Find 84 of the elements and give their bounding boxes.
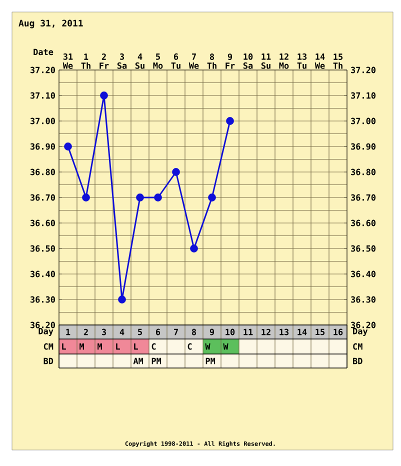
point bbox=[172, 168, 180, 176]
x-tick-label: 9 bbox=[210, 328, 214, 336]
point bbox=[64, 142, 72, 150]
x-tick-label: 11 bbox=[244, 328, 253, 336]
y-tick-label: 36.70 bbox=[30, 194, 55, 201]
y2-tick-label: 37.00 bbox=[351, 118, 376, 124]
point bbox=[154, 194, 162, 202]
point bbox=[190, 244, 198, 252]
chart-title: Aug 31, 2011 bbox=[18, 20, 83, 28]
text: C bbox=[188, 343, 192, 350]
y2-tick-label: 37.10 bbox=[351, 92, 376, 99]
x-tick-label: 9 Fr bbox=[226, 54, 235, 69]
category-label: CM bbox=[353, 343, 362, 350]
y2-tick-label: 37.20 bbox=[351, 66, 376, 74]
x-tick-label: 5 Mo bbox=[153, 54, 163, 69]
x-tick-label: 7 We bbox=[188, 54, 199, 69]
x-tick-label: 12 bbox=[262, 328, 270, 336]
x-tick-label: 7 bbox=[174, 328, 178, 336]
x-tick-label: 4 bbox=[120, 328, 124, 336]
x-tick-label: 14 We bbox=[314, 54, 325, 69]
y2-tick-label: 36.20 bbox=[351, 322, 376, 328]
x-tick-label: 12 Mo bbox=[279, 53, 289, 69]
y2-tick-label: 36.90 bbox=[351, 143, 376, 150]
y-tick-label: 36.60 bbox=[30, 220, 55, 226]
x-tick-label: 1 bbox=[66, 328, 70, 336]
y2-tick-label: 36.60 bbox=[351, 220, 376, 226]
point bbox=[208, 194, 216, 202]
text: L bbox=[134, 343, 138, 350]
x-tick-label: 3 Sa bbox=[117, 53, 127, 69]
text: W bbox=[205, 343, 210, 350]
y-tick-label: 36.20 bbox=[30, 322, 55, 328]
x-tick-label: 13 bbox=[280, 328, 289, 336]
x-tick-label: 31 We bbox=[62, 53, 73, 69]
x-axis-title: Day bbox=[38, 328, 54, 336]
x-tick-label: 1 Th bbox=[81, 54, 90, 69]
y-tick-label: 36.40 bbox=[30, 270, 55, 278]
x-tick-label: 15 Th bbox=[333, 54, 343, 69]
x-tick-label: 5 bbox=[138, 328, 142, 336]
y-tick-label: BD bbox=[44, 358, 54, 364]
category-label: BD bbox=[353, 358, 362, 364]
y2-tick-label: 36.30 bbox=[351, 296, 376, 303]
point bbox=[136, 194, 144, 202]
x-tick-label: 2 Fr bbox=[100, 54, 109, 69]
y-tick-label: 37.10 bbox=[30, 92, 55, 99]
text: Day bbox=[353, 328, 368, 336]
text: AM bbox=[133, 358, 144, 364]
y2-tick-label: 36.80 bbox=[351, 168, 376, 176]
y-tick-label: CM bbox=[44, 343, 54, 350]
x-tick-label: 4 Su bbox=[135, 54, 144, 69]
text: W bbox=[223, 343, 228, 350]
text: L bbox=[62, 343, 66, 350]
x-tick-label: 16 bbox=[334, 328, 343, 336]
x-tick-label: 6 bbox=[156, 328, 160, 336]
y2-tick-label: 36.70 bbox=[351, 194, 376, 201]
text: M bbox=[80, 343, 84, 350]
text: PM bbox=[206, 358, 216, 364]
text: M bbox=[98, 343, 102, 350]
x-tick-label: 10 bbox=[226, 328, 235, 336]
x-tick-label: 10 Sa bbox=[243, 53, 253, 69]
x-axis-title: Date bbox=[34, 48, 54, 56]
text: PM bbox=[152, 358, 162, 364]
point bbox=[226, 117, 234, 125]
x-tick-label: 11 Su bbox=[261, 54, 271, 69]
text: C bbox=[152, 343, 156, 350]
x-tick-label: 3 bbox=[102, 328, 106, 336]
x-tick-label: 14 bbox=[298, 328, 307, 336]
y-tick-label: 36.90 bbox=[30, 143, 55, 150]
text: L bbox=[116, 343, 120, 350]
y-tick-label: 36.80 bbox=[30, 168, 55, 176]
x-tick-label: 6 Tu bbox=[171, 53, 180, 69]
x-tick-label: 2 bbox=[84, 328, 88, 336]
point bbox=[100, 92, 108, 100]
y-tick-label: 37.00 bbox=[30, 118, 55, 124]
y-tick-label: 36.50 bbox=[30, 245, 55, 252]
point bbox=[118, 296, 126, 304]
point bbox=[82, 194, 90, 202]
x-tick-label: 15 bbox=[316, 328, 325, 336]
y-tick-label: 37.20 bbox=[30, 66, 55, 74]
y2-tick-label: 36.40 bbox=[351, 270, 376, 278]
y2-tick-label: 36.50 bbox=[351, 245, 376, 252]
x-tick-label: 8 Th bbox=[207, 54, 216, 69]
x-tick-label: 8 bbox=[192, 328, 196, 336]
y-tick-label: 36.30 bbox=[30, 296, 55, 303]
x-tick-label: 13 Tu bbox=[297, 53, 307, 69]
